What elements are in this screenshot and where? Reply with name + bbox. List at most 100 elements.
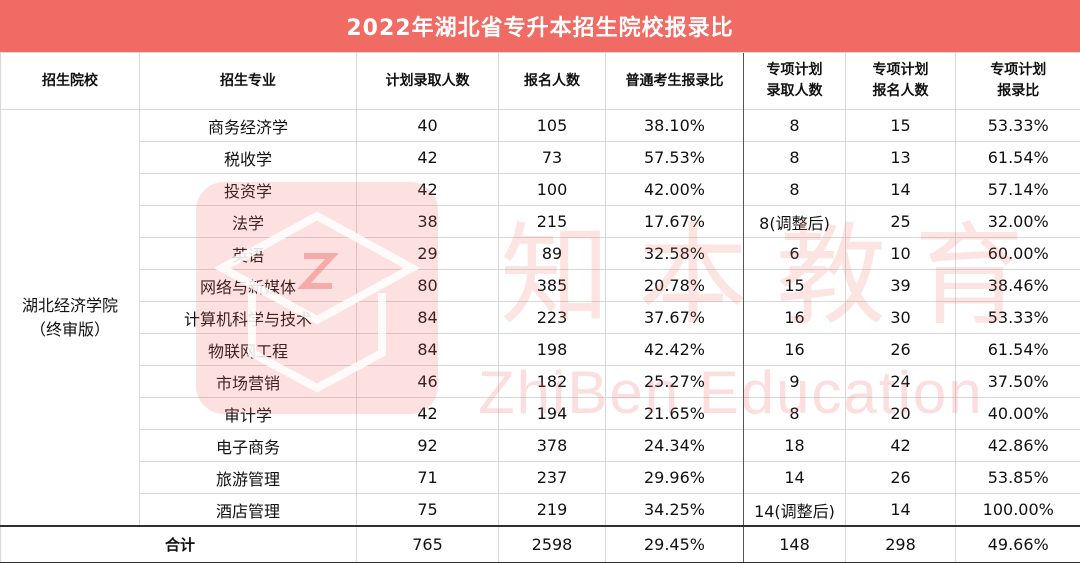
cell-major: 法学 [140, 206, 357, 238]
header-applied: 报名人数 [499, 53, 606, 110]
cell-special-ratio: 100.00% [956, 494, 1080, 527]
header-special-plan-line2: 录取人数 [767, 83, 823, 99]
header-special-applied-line1: 专项计划 [873, 62, 929, 78]
cell-special-applied: 42 [846, 430, 956, 462]
cell-special-ratio: 53.33% [956, 110, 1080, 142]
cell-major: 税收学 [140, 142, 357, 174]
cell-applied: 100 [499, 174, 606, 206]
header-plan: 计划录取人数 [357, 53, 499, 110]
cell-plan: 80 [357, 270, 499, 302]
cell-special-applied: 24 [846, 366, 956, 398]
cell-special-ratio: 32.00% [956, 206, 1080, 238]
header-special-plan-line1: 专项计划 [767, 62, 823, 78]
total-label: 合计 [1, 526, 357, 563]
cell-plan: 46 [357, 366, 499, 398]
header-row: 招生院校 招生专业 计划录取人数 报名人数 普通考生报录比 专项计划录取人数 专… [1, 53, 1080, 110]
cell-ratio: 38.10% [606, 110, 744, 142]
cell-special-plan: 8 [744, 174, 846, 206]
cell-applied: 182 [499, 366, 606, 398]
cell-major: 市场营销 [140, 366, 357, 398]
school-name-line: （终审版） [30, 320, 110, 339]
school-cell: 湖北经济学院 （终审版） [1, 110, 140, 527]
cell-major: 英语 [140, 238, 357, 270]
cell-applied: 194 [499, 398, 606, 430]
cell-major: 网络与新媒体 [140, 270, 357, 302]
cell-special-plan: 16 [744, 334, 846, 366]
cell-special-plan: 8 [744, 398, 846, 430]
cell-special-plan: 8 [744, 110, 846, 142]
header-special-ratio-line2: 报录比 [997, 83, 1039, 99]
cell-plan: 42 [357, 398, 499, 430]
cell-special-plan: 6 [744, 238, 846, 270]
cell-ratio: 42.42% [606, 334, 744, 366]
cell-plan: 38 [357, 206, 499, 238]
cell-major: 酒店管理 [140, 494, 357, 527]
header-special-applied: 专项计划报名人数 [846, 53, 956, 110]
cell-ratio: 42.00% [606, 174, 744, 206]
cell-special-plan: 16 [744, 302, 846, 334]
cell-applied: 215 [499, 206, 606, 238]
cell-special-applied: 30 [846, 302, 956, 334]
cell-applied: 223 [499, 302, 606, 334]
header-major: 招生专业 [140, 53, 357, 110]
cell-special-applied: 26 [846, 334, 956, 366]
cell-ratio: 37.67% [606, 302, 744, 334]
cell-major: 计算机科学与技术 [140, 302, 357, 334]
cell-ratio: 34.25% [606, 494, 744, 527]
cell-ratio: 24.34% [606, 430, 744, 462]
cell-special-applied: 20 [846, 398, 956, 430]
cell-special-ratio: 37.50% [956, 366, 1080, 398]
cell-major: 电子商务 [140, 430, 357, 462]
school-name-line: 湖北经济学院 [22, 296, 118, 315]
cell-plan: 71 [357, 462, 499, 494]
cell-ratio: 20.78% [606, 270, 744, 302]
cell-special-applied: 25 [846, 206, 956, 238]
cell-ratio: 29.96% [606, 462, 744, 494]
header-special-applied-line2: 报名人数 [873, 83, 929, 99]
cell-plan: 42 [357, 174, 499, 206]
cell-special-plan: 8(调整后) [744, 206, 846, 238]
cell-special-ratio: 60.00% [956, 238, 1080, 270]
cell-ratio: 17.67% [606, 206, 744, 238]
total-row: 合计 765 2598 29.45% 148 298 49.66% [1, 526, 1080, 563]
cell-plan: 40 [357, 110, 499, 142]
cell-major: 投资学 [140, 174, 357, 206]
cell-plan: 29 [357, 238, 499, 270]
cell-special-applied: 26 [846, 462, 956, 494]
cell-plan: 42 [357, 142, 499, 174]
header-special-ratio-line1: 专项计划 [990, 62, 1046, 78]
cell-ratio: 25.27% [606, 366, 744, 398]
total-special-ratio: 49.66% [956, 526, 1080, 563]
admission-ratio-table: 招生院校 招生专业 计划录取人数 报名人数 普通考生报录比 专项计划录取人数 专… [0, 52, 1080, 563]
cell-major: 审计学 [140, 398, 357, 430]
cell-applied: 198 [499, 334, 606, 366]
cell-special-ratio: 61.54% [956, 334, 1080, 366]
cell-applied: 219 [499, 494, 606, 527]
total-plan: 765 [357, 526, 499, 563]
cell-special-ratio: 53.85% [956, 462, 1080, 494]
cell-special-applied: 14 [846, 174, 956, 206]
header-special-ratio: 专项计划报录比 [956, 53, 1080, 110]
cell-applied: 378 [499, 430, 606, 462]
total-applied: 2598 [499, 526, 606, 563]
total-ratio: 29.45% [606, 526, 744, 563]
cell-special-ratio: 42.86% [956, 430, 1080, 462]
cell-applied: 89 [499, 238, 606, 270]
cell-special-plan: 15 [744, 270, 846, 302]
cell-major: 物联网工程 [140, 334, 357, 366]
cell-special-ratio: 40.00% [956, 398, 1080, 430]
cell-special-applied: 13 [846, 142, 956, 174]
header-school: 招生院校 [1, 53, 140, 110]
cell-plan: 84 [357, 334, 499, 366]
cell-special-ratio: 38.46% [956, 270, 1080, 302]
cell-special-plan: 14 [744, 462, 846, 494]
cell-plan: 92 [357, 430, 499, 462]
cell-special-plan: 18 [744, 430, 846, 462]
